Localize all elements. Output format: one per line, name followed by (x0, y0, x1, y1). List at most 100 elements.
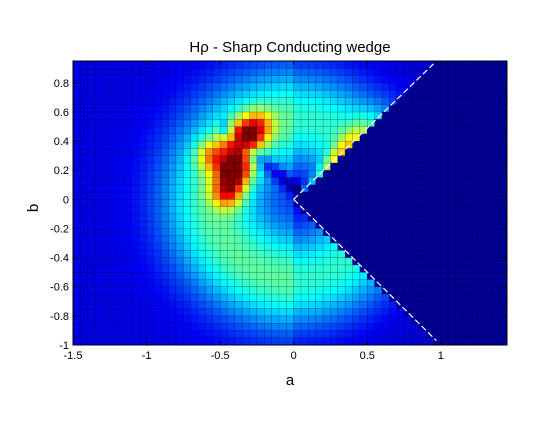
heatmap-cell (278, 162, 287, 171)
heatmap-cell (455, 242, 464, 251)
heatmap-cell (418, 162, 427, 171)
heatmap-cell (477, 199, 486, 207)
heatmap-cell (168, 257, 177, 266)
heatmap-cell (87, 206, 96, 215)
heatmap-cell (146, 162, 155, 171)
heatmap-cell (411, 293, 419, 302)
heatmap-cell (124, 301, 133, 309)
heatmap-cell (249, 82, 258, 91)
heatmap-cell (278, 228, 287, 237)
heatmap-cell (264, 330, 272, 338)
heatmap-cell (87, 191, 96, 200)
heatmap-cell (175, 75, 184, 84)
heatmap-cell (396, 330, 405, 338)
heatmap-cell (381, 279, 390, 287)
heatmap-cell (322, 191, 331, 200)
heatmap-cell (477, 148, 486, 156)
heatmap-cell (124, 308, 133, 317)
heatmap-cell (469, 213, 478, 222)
heatmap-cell (197, 119, 206, 127)
heatmap-cell (484, 119, 493, 127)
heatmap-cell (234, 61, 243, 69)
heatmap-cell (286, 220, 294, 229)
heatmap-cell (344, 148, 353, 156)
heatmap-cell (462, 177, 471, 186)
heatmap-cell (322, 308, 331, 317)
heatmap-cell (227, 140, 236, 149)
heatmap-cell (73, 322, 81, 331)
heatmap-cell (433, 133, 442, 142)
heatmap-cell (278, 169, 287, 178)
heatmap-cell (227, 61, 236, 69)
heatmap-cell (381, 322, 390, 331)
heatmap-cell (183, 82, 191, 91)
heatmap-cell (153, 235, 162, 244)
heatmap-cell (161, 228, 169, 237)
heatmap-cell (477, 133, 486, 142)
heatmap-cell (484, 148, 493, 156)
heatmap-cell (271, 191, 280, 200)
heatmap-cell (492, 148, 500, 156)
heatmap-cell (293, 119, 302, 127)
heatmap-cell (477, 322, 486, 331)
heatmap-cell (359, 199, 368, 207)
heatmap-cell (425, 322, 434, 331)
heatmap-cell (87, 271, 96, 280)
heatmap-cell (315, 75, 324, 84)
heatmap-cell (234, 220, 243, 229)
heatmap-cell (264, 293, 272, 302)
heatmap-cell (293, 330, 302, 338)
heatmap-cell (168, 220, 177, 229)
heatmap-cell (286, 75, 294, 84)
heatmap-cell (462, 293, 471, 302)
heatmap-cell (418, 82, 427, 91)
heatmap-cell (337, 337, 346, 345)
heatmap-cell (396, 133, 405, 142)
heatmap-cell (256, 155, 265, 164)
heatmap-cell (469, 97, 478, 105)
heatmap-cell (94, 308, 103, 317)
heatmap-cell (73, 301, 81, 309)
heatmap-cell (190, 111, 199, 120)
heatmap-cell (492, 111, 500, 120)
heatmap-cell (440, 68, 449, 76)
heatmap-cell (131, 177, 140, 186)
heatmap-cell (153, 206, 162, 215)
heatmap-cell (286, 111, 294, 120)
heatmap-cell (234, 271, 243, 280)
heatmap-cell (197, 111, 206, 120)
heatmap-cell (153, 213, 162, 222)
heatmap-cell (278, 286, 287, 295)
heatmap-cell (366, 330, 375, 338)
heatmap-cell (322, 220, 331, 229)
heatmap-cell (293, 206, 302, 215)
heatmap-cell (440, 148, 449, 156)
heatmap-cell (109, 242, 118, 251)
heatmap-cell (344, 293, 353, 302)
heatmap-cell (249, 191, 258, 200)
heatmap-cell (131, 228, 140, 237)
heatmap-cell (447, 61, 456, 69)
heatmap-cell (374, 184, 383, 193)
heatmap-cell (271, 89, 280, 98)
heatmap-cell (116, 271, 125, 280)
heatmap-cell (80, 111, 88, 120)
heatmap-cell (234, 162, 243, 171)
heatmap-cell (131, 242, 140, 251)
heatmap-cell (374, 206, 383, 215)
heatmap-cell (440, 155, 449, 164)
y-tick-label: -0.6 (50, 282, 69, 294)
heatmap-cell (352, 104, 361, 113)
heatmap-cell (131, 213, 140, 222)
heatmap-cell (411, 162, 419, 171)
heatmap-cell (87, 111, 96, 120)
heatmap-cell (344, 271, 353, 280)
heatmap-cell (190, 68, 199, 76)
heatmap-cell (264, 111, 272, 120)
wedge-boundary (293, 63, 437, 342)
heatmap-cell (308, 301, 317, 309)
heatmap-cell (381, 337, 390, 345)
heatmap-cell (241, 89, 250, 98)
heatmap-cell (87, 148, 96, 156)
heatmap-cell (315, 264, 324, 273)
